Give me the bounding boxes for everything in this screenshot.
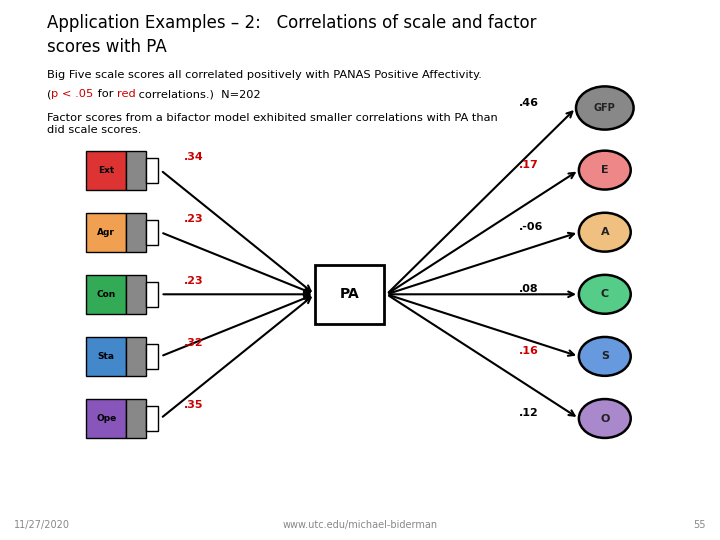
Text: (: (	[47, 89, 51, 99]
Text: Ope: Ope	[96, 414, 117, 423]
Text: .32: .32	[184, 338, 203, 348]
Text: 55: 55	[693, 520, 706, 530]
FancyBboxPatch shape	[126, 399, 146, 438]
Text: A: A	[600, 227, 609, 237]
Circle shape	[576, 86, 634, 130]
FancyBboxPatch shape	[146, 158, 158, 183]
Circle shape	[579, 213, 631, 252]
FancyBboxPatch shape	[315, 265, 384, 324]
Text: .35: .35	[184, 400, 203, 410]
FancyBboxPatch shape	[86, 337, 126, 376]
Circle shape	[579, 337, 631, 376]
Text: scores with PA: scores with PA	[47, 38, 166, 56]
Text: .08: .08	[518, 284, 538, 294]
Text: .17: .17	[518, 160, 538, 170]
Text: Factor scores from a bifactor model exhibited smaller correlations with PA than
: Factor scores from a bifactor model exhi…	[47, 113, 498, 135]
Text: .46: .46	[518, 98, 539, 107]
Text: p < .05: p < .05	[51, 89, 94, 99]
Text: .16: .16	[518, 346, 539, 356]
Text: Con: Con	[96, 290, 116, 299]
Circle shape	[579, 399, 631, 438]
Text: red: red	[117, 89, 135, 99]
FancyBboxPatch shape	[126, 151, 146, 190]
Text: O: O	[600, 414, 610, 423]
Text: Big Five scale scores all correlated positively with PANAS Positive Affectivity.: Big Five scale scores all correlated pos…	[47, 70, 482, 80]
FancyBboxPatch shape	[146, 220, 158, 245]
FancyBboxPatch shape	[146, 282, 158, 307]
FancyBboxPatch shape	[86, 213, 126, 252]
Text: .12: .12	[518, 408, 538, 418]
Text: .23: .23	[184, 214, 203, 224]
Text: E: E	[601, 165, 608, 175]
Text: GFP: GFP	[594, 103, 616, 113]
Text: correlations.)  N=202: correlations.) N=202	[135, 89, 261, 99]
FancyBboxPatch shape	[86, 399, 126, 438]
Text: Ext: Ext	[98, 166, 114, 174]
Text: .-06: .-06	[518, 222, 543, 232]
Circle shape	[579, 151, 631, 190]
Text: Agr: Agr	[97, 228, 115, 237]
FancyBboxPatch shape	[146, 344, 158, 369]
Text: 11/27/2020: 11/27/2020	[14, 520, 71, 530]
FancyBboxPatch shape	[126, 337, 146, 376]
Text: .34: .34	[184, 152, 203, 162]
FancyBboxPatch shape	[146, 406, 158, 431]
Text: Sta: Sta	[98, 352, 114, 361]
Text: S: S	[600, 352, 609, 361]
FancyBboxPatch shape	[126, 275, 146, 314]
Text: for: for	[94, 89, 117, 99]
FancyBboxPatch shape	[86, 151, 126, 190]
Text: PA: PA	[339, 287, 359, 301]
FancyBboxPatch shape	[126, 213, 146, 252]
FancyBboxPatch shape	[86, 275, 126, 314]
Circle shape	[579, 275, 631, 314]
Text: C: C	[600, 289, 609, 299]
Text: Application Examples – 2:   Correlations of scale and factor: Application Examples – 2: Correlations o…	[47, 14, 536, 31]
Text: www.utc.edu/michael-biderman: www.utc.edu/michael-biderman	[282, 520, 438, 530]
Text: .23: .23	[184, 276, 203, 286]
